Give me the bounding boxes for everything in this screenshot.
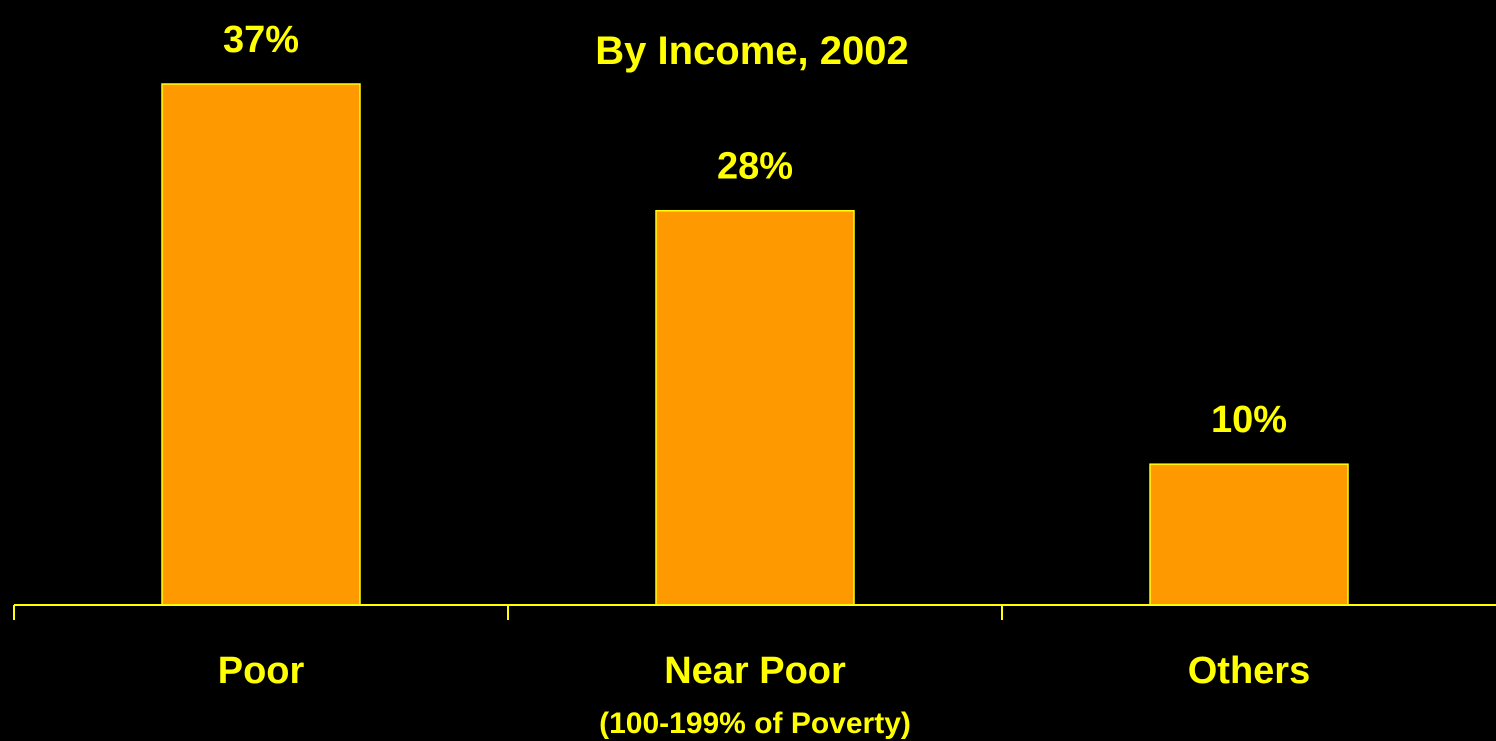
bar-poor xyxy=(161,83,361,606)
bar-near-poor xyxy=(655,209,855,606)
data-label: 37% xyxy=(223,19,299,61)
bar-others xyxy=(1149,463,1349,606)
x-axis xyxy=(13,604,1496,620)
category-label: Others xyxy=(1188,650,1310,692)
chart-title: By Income, 2002 xyxy=(595,29,909,73)
category-sublabel: (100-199% of Poverty) xyxy=(599,707,911,740)
data-label: 10% xyxy=(1211,399,1287,441)
category-label: Poor xyxy=(218,650,305,692)
category-label: Near Poor xyxy=(664,650,846,692)
data-label: 28% xyxy=(717,146,793,188)
bar-group xyxy=(161,83,1349,606)
label-group: 37% Poor 28% Near Poor (100-199% of Poverty)… xyxy=(218,19,1311,740)
